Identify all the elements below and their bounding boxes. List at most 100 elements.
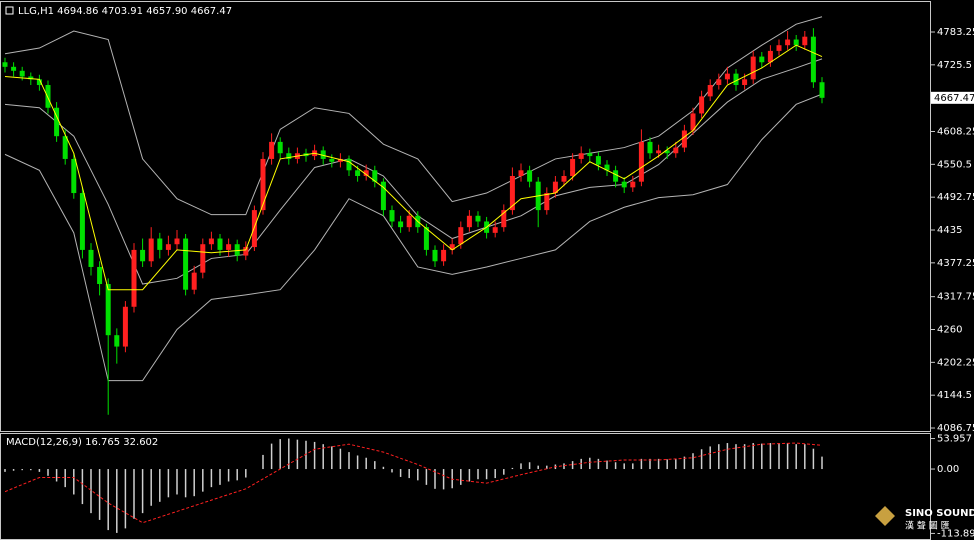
candle-body bbox=[346, 158, 352, 171]
candle-body bbox=[630, 181, 636, 188]
y-tick-label: 4725.5 bbox=[937, 60, 972, 71]
candle-body bbox=[527, 170, 533, 182]
watermark-logo bbox=[875, 506, 895, 526]
candle-body bbox=[36, 79, 42, 86]
candle-body bbox=[561, 175, 567, 182]
candle-body bbox=[183, 238, 189, 290]
candle-body bbox=[604, 164, 610, 171]
candle-body bbox=[320, 150, 326, 159]
candle-body bbox=[380, 181, 386, 211]
candle-body bbox=[810, 36, 816, 83]
candle-body bbox=[398, 221, 404, 228]
candle-body bbox=[432, 249, 438, 262]
candle-body bbox=[664, 150, 670, 154]
candle-body bbox=[656, 150, 662, 154]
candle-body bbox=[140, 249, 146, 262]
candle-body bbox=[733, 73, 739, 86]
candle-body bbox=[122, 306, 128, 347]
candle-body bbox=[613, 170, 619, 182]
candle-body bbox=[217, 238, 223, 250]
candle-body bbox=[501, 210, 507, 228]
candle-body bbox=[389, 210, 395, 222]
last-price-label: 4667.47 bbox=[934, 93, 974, 104]
candle-body bbox=[269, 141, 275, 159]
candle-body bbox=[673, 147, 679, 154]
candle-body bbox=[355, 170, 361, 176]
candle-body bbox=[518, 170, 524, 176]
candle-body bbox=[475, 215, 481, 222]
candle-body bbox=[621, 181, 627, 188]
candle-body bbox=[337, 158, 343, 162]
candle-body bbox=[208, 238, 214, 245]
symbol-icon bbox=[5, 6, 14, 15]
candle-body bbox=[174, 238, 180, 245]
candle-body bbox=[114, 335, 120, 347]
y-tick-label: -113.892 bbox=[937, 528, 974, 539]
candle-body bbox=[19, 70, 25, 77]
candle-body bbox=[509, 175, 515, 211]
candle-body bbox=[165, 244, 171, 250]
y-tick-label: 4202.25 bbox=[937, 357, 974, 368]
candle-body bbox=[785, 39, 791, 46]
candle-body bbox=[750, 56, 756, 80]
watermark-sub: 漢 聲 圖 匯 bbox=[905, 520, 950, 532]
last-price-box bbox=[931, 91, 974, 104]
macd-title: MACD(12,26,9) 16.765 32.602 bbox=[6, 437, 158, 448]
candle-body bbox=[458, 227, 464, 245]
y-tick-label: 4608.25 bbox=[937, 126, 974, 137]
candle-body bbox=[105, 284, 111, 336]
candle-body bbox=[699, 96, 705, 114]
candle-body bbox=[759, 56, 765, 63]
candle-body bbox=[638, 141, 644, 182]
y-tick-label: 4086.75 bbox=[937, 423, 974, 434]
candle-body bbox=[62, 136, 68, 159]
candle-body bbox=[28, 76, 34, 80]
candle-body bbox=[707, 85, 713, 97]
y-tick-label: 4377.25 bbox=[937, 258, 974, 269]
candle-body bbox=[724, 73, 730, 80]
candle-body bbox=[716, 79, 722, 86]
moving-average bbox=[4, 44, 823, 291]
candle-body bbox=[595, 156, 601, 165]
y-tick-label: 4783.25 bbox=[937, 27, 974, 38]
candle-body bbox=[406, 215, 412, 228]
candle-body bbox=[681, 130, 687, 148]
candle-body bbox=[97, 266, 103, 285]
candle-body bbox=[79, 193, 85, 250]
candle-body bbox=[157, 238, 163, 250]
candle-body bbox=[690, 113, 696, 131]
candle-body bbox=[742, 79, 748, 86]
candle-body bbox=[251, 210, 257, 248]
candle-body bbox=[372, 170, 378, 182]
candle-body bbox=[544, 193, 550, 211]
candle-body bbox=[776, 45, 782, 51]
candle-body bbox=[2, 62, 8, 67]
candle-body bbox=[767, 50, 773, 63]
candle-body bbox=[286, 153, 292, 159]
y-tick-label: 4550.5 bbox=[937, 159, 972, 170]
candle-body bbox=[819, 82, 825, 98]
candle-body bbox=[587, 153, 593, 157]
candle-body bbox=[71, 158, 77, 194]
candle-body bbox=[88, 249, 94, 267]
y-tick-label: 4144.5 bbox=[937, 390, 972, 401]
candle-body bbox=[570, 158, 576, 176]
main-panel-frame bbox=[0, 1, 931, 432]
candle-body bbox=[260, 158, 266, 211]
candle-body bbox=[793, 39, 799, 46]
y-tick-label: 53.957 bbox=[937, 434, 972, 445]
candle-body bbox=[578, 153, 584, 159]
y-tick-label: 4260 bbox=[937, 325, 962, 336]
candle-body bbox=[363, 170, 369, 176]
bollinger-lower bbox=[4, 93, 823, 382]
candle-body bbox=[492, 227, 498, 233]
candle-body bbox=[449, 244, 455, 250]
y-tick-label: 4492.75 bbox=[937, 192, 974, 203]
candle-body bbox=[802, 36, 808, 46]
watermark: SINO SOUND 漢 聲 圖 匯 bbox=[875, 506, 974, 532]
candle-body bbox=[466, 215, 472, 228]
y-tick-label: 4317.75 bbox=[937, 292, 974, 303]
candle-body bbox=[200, 244, 206, 273]
